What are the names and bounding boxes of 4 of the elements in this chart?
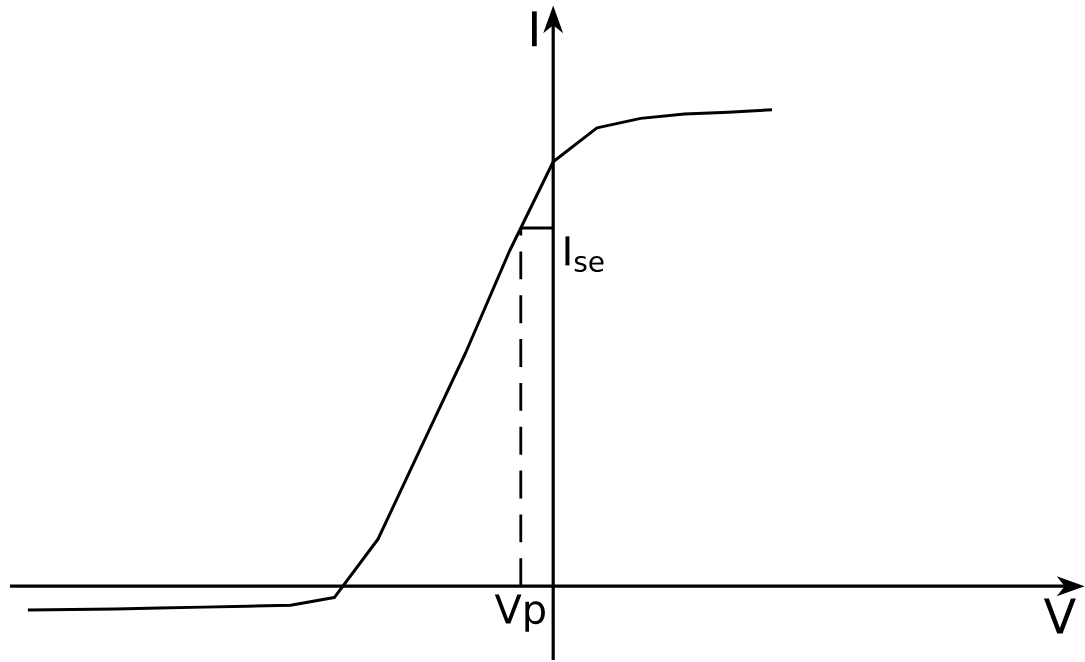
annotation: I$_{se}$ [565,236,604,273]
annotation: Vp [494,594,545,632]
text: V [1043,598,1076,634]
y-axis-title: I [532,11,537,47]
